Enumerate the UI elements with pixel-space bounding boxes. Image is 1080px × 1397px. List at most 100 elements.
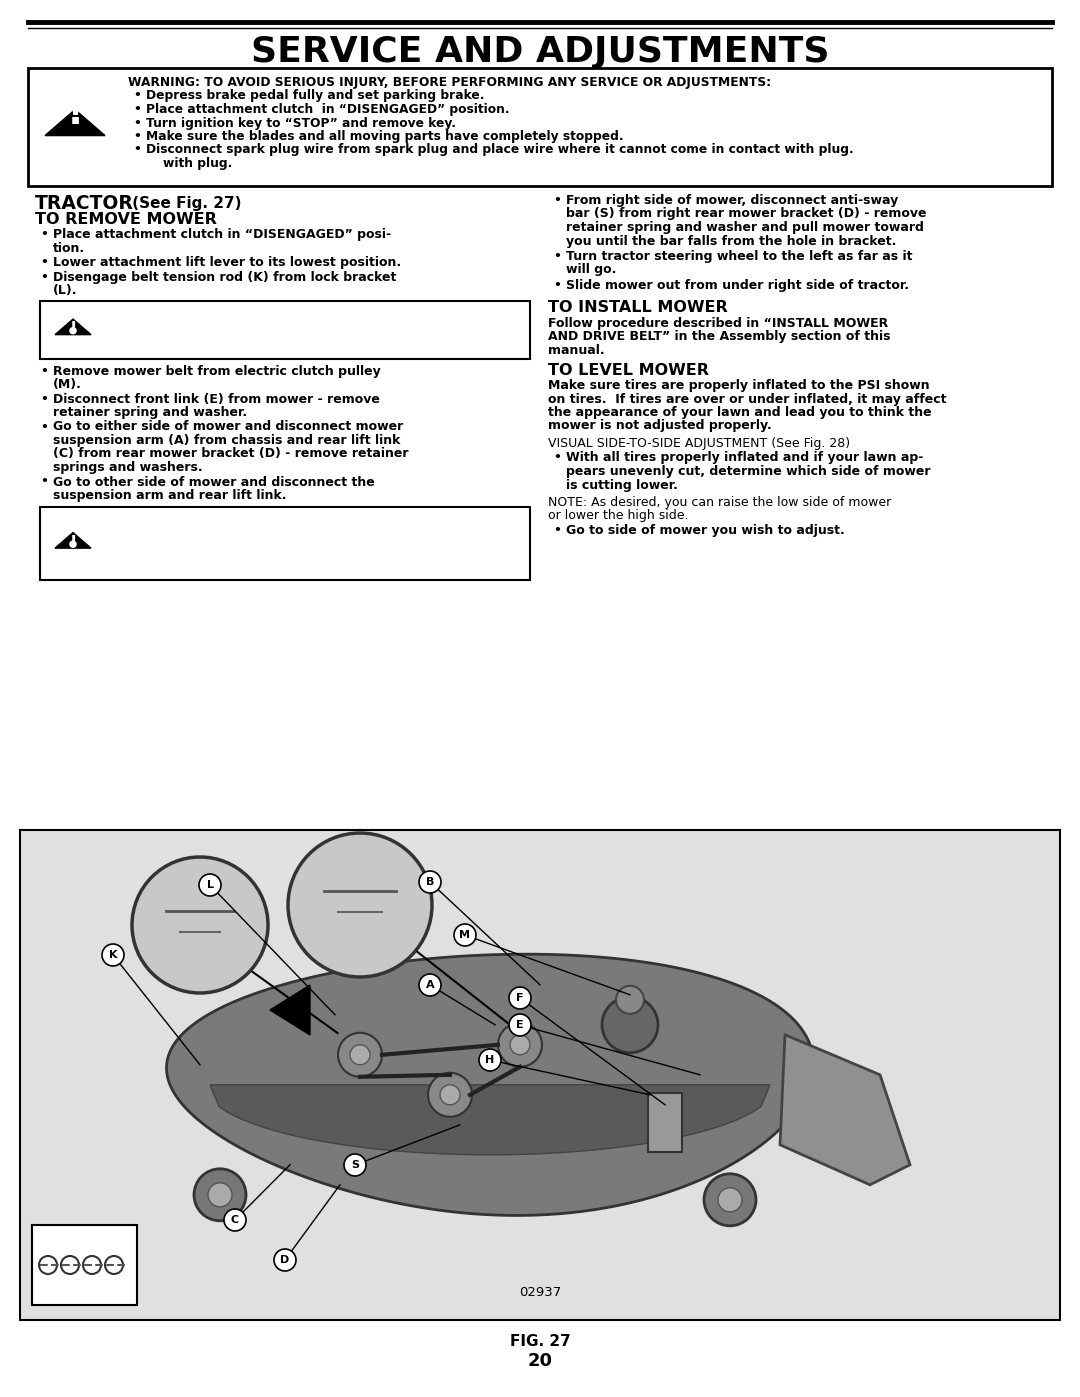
Polygon shape bbox=[45, 109, 105, 136]
Text: •: • bbox=[553, 524, 561, 536]
Circle shape bbox=[288, 833, 432, 977]
Text: (See Fig. 27): (See Fig. 27) bbox=[127, 196, 242, 211]
Text: AND DRIVE BELT” in the Assembly section of this: AND DRIVE BELT” in the Assembly section … bbox=[548, 330, 891, 344]
Text: tion.: tion. bbox=[53, 242, 85, 254]
Text: S: S bbox=[351, 1160, 359, 1171]
Text: release slowly.: release slowly. bbox=[103, 334, 207, 348]
Circle shape bbox=[718, 1187, 742, 1211]
Circle shape bbox=[704, 1173, 756, 1225]
Circle shape bbox=[428, 1073, 472, 1116]
Text: M: M bbox=[459, 930, 471, 940]
Text: NOTE: As desired, you can raise the low side of mower: NOTE: As desired, you can raise the low … bbox=[548, 496, 891, 509]
Text: Go to other side of mower and disconnect the: Go to other side of mower and disconnect… bbox=[53, 475, 375, 489]
Text: suspension arm and rear lift link.: suspension arm and rear lift link. bbox=[53, 489, 286, 502]
Text: B: B bbox=[426, 877, 434, 887]
Text: A: A bbox=[426, 981, 434, 990]
Text: 20: 20 bbox=[527, 1352, 553, 1370]
Circle shape bbox=[419, 870, 441, 893]
Circle shape bbox=[509, 1014, 531, 1037]
Text: Make sure the blades and all moving parts have completely stopped.: Make sure the blades and all moving part… bbox=[146, 130, 623, 142]
Text: •: • bbox=[40, 271, 48, 284]
Text: bar (S) from right rear mower bracket (D) - remove: bar (S) from right rear mower bracket (D… bbox=[566, 208, 927, 221]
Text: •: • bbox=[553, 250, 561, 263]
Text: Go to either side of mower and disconnect mower: Go to either side of mower and disconnec… bbox=[53, 420, 403, 433]
Text: Turn tractor steering wheel to the left as far as it: Turn tractor steering wheel to the left … bbox=[566, 250, 913, 263]
FancyBboxPatch shape bbox=[648, 1092, 681, 1151]
Text: From right side of mower, disconnect anti-sway: From right side of mower, disconnect ant… bbox=[566, 194, 899, 207]
Text: suspension arm (A) from chassis and rear lift link: suspension arm (A) from chassis and rear… bbox=[53, 434, 401, 447]
Polygon shape bbox=[166, 954, 813, 1215]
Text: you until the bar falls from the hole in bracket.: you until the bar falls from the hole in… bbox=[566, 235, 896, 247]
Polygon shape bbox=[55, 319, 91, 335]
Text: !: ! bbox=[69, 321, 77, 337]
Text: FIG. 27: FIG. 27 bbox=[510, 1334, 570, 1350]
Text: Disengage belt tension rod (K) from lock bracket: Disengage belt tension rod (K) from lock… bbox=[53, 271, 396, 284]
Text: •: • bbox=[133, 103, 140, 116]
Text: of the lever.: of the lever. bbox=[103, 567, 188, 580]
Text: will go.: will go. bbox=[566, 264, 617, 277]
Circle shape bbox=[509, 988, 531, 1009]
Circle shape bbox=[480, 1049, 501, 1071]
Text: mower is not adjusted properly.: mower is not adjusted properly. bbox=[548, 419, 772, 433]
Circle shape bbox=[199, 875, 221, 895]
Text: •: • bbox=[40, 256, 48, 270]
Text: •: • bbox=[40, 393, 48, 405]
Text: Place attachment clutch  in “DISENGAGED” position.: Place attachment clutch in “DISENGAGED” … bbox=[146, 103, 510, 116]
Circle shape bbox=[102, 944, 124, 965]
Text: !: ! bbox=[69, 535, 77, 549]
Circle shape bbox=[616, 986, 644, 1014]
Text: Disconnect spark plug wire from spark plug and place wire where it cannot come i: Disconnect spark plug wire from spark pl… bbox=[146, 144, 854, 156]
Text: (M).: (M). bbox=[53, 379, 82, 391]
Text: H: H bbox=[485, 1055, 495, 1065]
Polygon shape bbox=[55, 532, 91, 548]
Circle shape bbox=[454, 923, 476, 946]
Text: K: K bbox=[109, 950, 118, 960]
Circle shape bbox=[194, 1169, 246, 1221]
Polygon shape bbox=[270, 985, 310, 1035]
Text: •: • bbox=[40, 365, 48, 377]
Text: C: C bbox=[231, 1215, 239, 1225]
Text: on lift lever when changing position: on lift lever when changing position bbox=[103, 553, 357, 567]
Text: L: L bbox=[206, 880, 214, 890]
Text: with plug.: with plug. bbox=[146, 156, 232, 170]
Text: •: • bbox=[40, 228, 48, 242]
Text: •: • bbox=[40, 420, 48, 433]
Text: Lower attachment lift lever to its lowest position.: Lower attachment lift lever to its lowes… bbox=[53, 256, 401, 270]
Text: TO INSTALL MOWER: TO INSTALL MOWER bbox=[548, 300, 728, 316]
Text: Turn ignition key to “STOP” and remove key.: Turn ignition key to “STOP” and remove k… bbox=[146, 116, 456, 130]
Text: pears unevenly cut, determine which side of mower: pears unevenly cut, determine which side… bbox=[566, 465, 931, 478]
Polygon shape bbox=[780, 1035, 910, 1185]
Text: !: ! bbox=[67, 96, 83, 131]
FancyBboxPatch shape bbox=[21, 830, 1059, 1320]
Text: manual.: manual. bbox=[548, 344, 605, 356]
Text: connected, the attachment lift lever: connected, the attachment lift lever bbox=[103, 528, 359, 541]
Text: retainer spring and washer and pull mower toward: retainer spring and washer and pull mowe… bbox=[566, 221, 923, 235]
Text: D: D bbox=[281, 1255, 289, 1266]
Text: or lower the high side.: or lower the high side. bbox=[548, 510, 689, 522]
Text: F: F bbox=[516, 993, 524, 1003]
Text: CAUTION: After rear lift links are dis-: CAUTION: After rear lift links are dis- bbox=[103, 514, 364, 528]
Text: Follow procedure described in “INSTALL MOWER: Follow procedure described in “INSTALL M… bbox=[548, 317, 888, 330]
Text: SERVICE AND ADJUSTMENTS: SERVICE AND ADJUSTMENTS bbox=[251, 35, 829, 68]
Text: WARNING: TO AVOID SERIOUS INJURY, BEFORE PERFORMING ANY SERVICE OR ADJUSTMENTS:: WARNING: TO AVOID SERIOUS INJURY, BEFORE… bbox=[129, 75, 771, 89]
Text: •: • bbox=[553, 279, 561, 292]
Circle shape bbox=[419, 974, 441, 996]
Circle shape bbox=[350, 1045, 370, 1065]
Text: Slide mower out from under right side of tractor.: Slide mower out from under right side of… bbox=[566, 279, 909, 292]
Text: •: • bbox=[133, 89, 140, 102]
Circle shape bbox=[70, 328, 76, 334]
Text: Disconnect front link (E) from mower - remove: Disconnect front link (E) from mower - r… bbox=[53, 393, 380, 405]
Circle shape bbox=[345, 1154, 366, 1176]
Text: •: • bbox=[133, 116, 140, 130]
Text: Place attachment clutch in “DISENGAGED” posi-: Place attachment clutch in “DISENGAGED” … bbox=[53, 228, 391, 242]
Text: Go to side of mower you wish to adjust.: Go to side of mower you wish to adjust. bbox=[566, 524, 845, 536]
Circle shape bbox=[70, 541, 76, 548]
Text: E: E bbox=[516, 1020, 524, 1030]
Text: CAUTION: Belt tension rod is spring: CAUTION: Belt tension rod is spring bbox=[103, 309, 353, 321]
Circle shape bbox=[224, 1208, 246, 1231]
Text: Make sure tires are properly inflated to the PSI shown: Make sure tires are properly inflated to… bbox=[548, 379, 930, 393]
Text: (C) from rear mower bracket (D) - remove retainer: (C) from rear mower bracket (D) - remove… bbox=[53, 447, 408, 461]
Text: Remove mower belt from electric clutch pulley: Remove mower belt from electric clutch p… bbox=[53, 365, 381, 377]
Circle shape bbox=[602, 997, 658, 1053]
Text: is cutting lower.: is cutting lower. bbox=[566, 479, 678, 492]
